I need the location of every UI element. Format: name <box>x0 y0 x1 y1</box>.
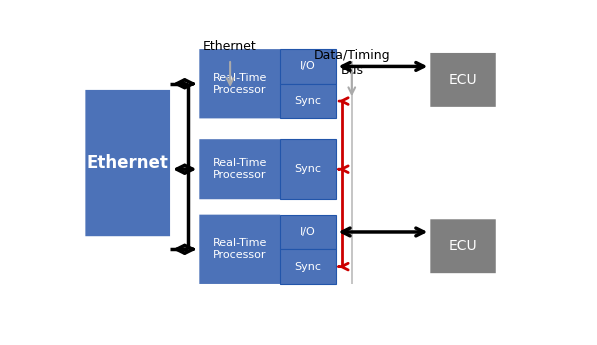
Bar <box>280 215 336 249</box>
FancyBboxPatch shape <box>199 139 280 199</box>
Bar <box>280 139 336 199</box>
FancyBboxPatch shape <box>199 49 280 118</box>
Text: Data/Timing
Bus: Data/Timing Bus <box>313 49 390 77</box>
Text: I/O: I/O <box>300 61 316 71</box>
Text: ECU: ECU <box>449 239 478 253</box>
Text: ECU: ECU <box>449 73 478 87</box>
Bar <box>280 49 336 84</box>
Text: I/O: I/O <box>300 227 316 237</box>
Text: Sync: Sync <box>294 262 321 272</box>
FancyBboxPatch shape <box>430 53 496 107</box>
Text: Real-Time
Processor: Real-Time Processor <box>213 158 267 180</box>
Text: Sync: Sync <box>294 164 321 174</box>
Text: Ethernet: Ethernet <box>87 154 168 172</box>
Text: Real-Time
Processor: Real-Time Processor <box>213 73 267 95</box>
Text: Ethernet: Ethernet <box>203 40 257 53</box>
Bar <box>280 84 336 118</box>
FancyBboxPatch shape <box>199 215 280 284</box>
Text: Real-Time
Processor: Real-Time Processor <box>213 238 267 260</box>
FancyBboxPatch shape <box>85 90 170 236</box>
Bar <box>280 249 336 284</box>
FancyBboxPatch shape <box>430 219 496 273</box>
Text: Sync: Sync <box>294 96 321 106</box>
